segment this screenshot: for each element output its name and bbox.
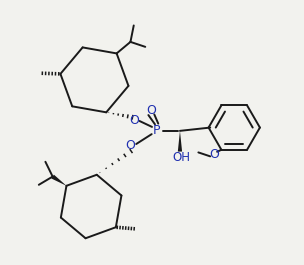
Text: O: O — [130, 114, 140, 127]
Text: O: O — [126, 139, 136, 152]
Text: O: O — [147, 104, 157, 117]
Text: O: O — [209, 148, 219, 161]
Text: OH: OH — [173, 151, 191, 164]
Polygon shape — [178, 131, 182, 152]
Text: P: P — [153, 124, 161, 137]
Polygon shape — [51, 175, 67, 186]
